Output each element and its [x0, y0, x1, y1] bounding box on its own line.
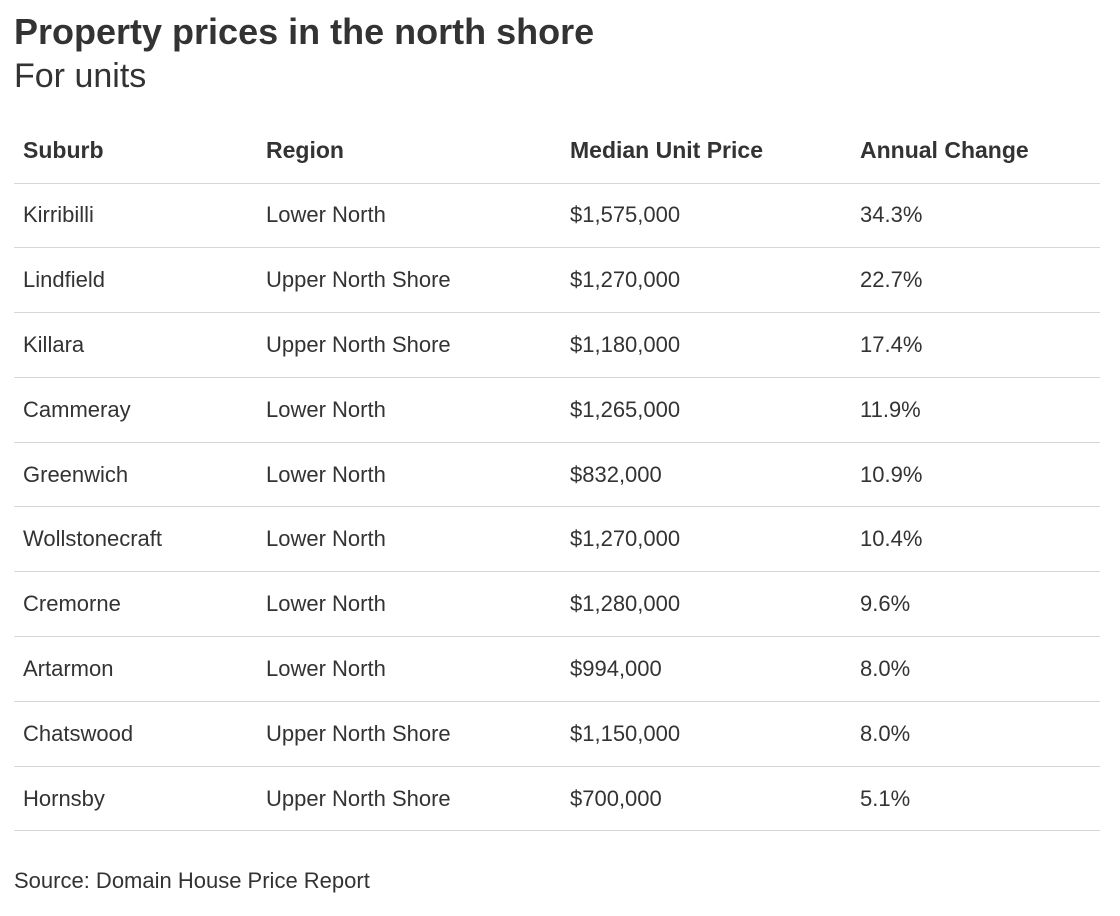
- table-row: Lindfield Upper North Shore $1,270,000 2…: [14, 247, 1100, 314]
- cell-region: Lower North: [257, 636, 561, 702]
- cell-median-unit-price: $832,000: [561, 442, 851, 508]
- price-table: Suburb Region Median Unit Price Annual C…: [14, 119, 1100, 832]
- header-row: Suburb Region Median Unit Price Annual C…: [14, 119, 1100, 184]
- column-header-region: Region: [257, 119, 561, 184]
- cell-annual-change: 10.9%: [851, 442, 1100, 508]
- chart-subtitle: For units: [14, 57, 147, 95]
- table-header: Suburb Region Median Unit Price Annual C…: [14, 119, 1100, 184]
- table-row: Artarmon Lower North $994,000 8.0%: [14, 636, 1100, 702]
- cell-region: Lower North: [257, 442, 561, 508]
- cell-region: Upper North Shore: [257, 701, 561, 767]
- chart-title: Property prices in the north shore: [14, 11, 595, 52]
- cell-suburb: Kirribilli: [14, 183, 257, 249]
- cell-region: Lower North: [257, 506, 561, 573]
- table-row: Hornsby Upper North Shore $700,000 5.1%: [14, 766, 1100, 832]
- cell-median-unit-price: $1,270,000: [561, 506, 851, 573]
- cell-median-unit-price: $1,280,000: [561, 571, 851, 638]
- cell-region: Upper North Shore: [257, 312, 561, 378]
- cell-annual-change: 10.4%: [851, 506, 1100, 573]
- cell-median-unit-price: $1,180,000: [561, 312, 851, 378]
- column-header-annual-change: Annual Change: [851, 119, 1100, 184]
- cell-suburb: Cremorne: [14, 571, 257, 638]
- cell-suburb: Greenwich: [14, 442, 257, 508]
- cell-region: Lower North: [257, 183, 561, 249]
- table-row: Cammeray Lower North $1,265,000 11.9%: [14, 377, 1100, 443]
- table-row: Killara Upper North Shore $1,180,000 17.…: [14, 312, 1100, 378]
- table-row: Chatswood Upper North Shore $1,150,000 8…: [14, 701, 1100, 767]
- cell-annual-change: 17.4%: [851, 312, 1100, 378]
- cell-suburb: Chatswood: [14, 701, 257, 767]
- cell-suburb: Cammeray: [14, 377, 257, 443]
- cell-annual-change: 11.9%: [851, 377, 1100, 443]
- cell-suburb: Lindfield: [14, 247, 257, 314]
- cell-region: Upper North Shore: [257, 247, 561, 314]
- source-note: Source: Domain House Price Report: [14, 868, 370, 893]
- cell-suburb: Killara: [14, 312, 257, 378]
- table-row: Kirribilli Lower North $1,575,000 34.3%: [14, 183, 1100, 249]
- cell-annual-change: 8.0%: [851, 701, 1100, 767]
- column-header-suburb: Suburb: [14, 119, 257, 184]
- table-row: Cremorne Lower North $1,280,000 9.6%: [14, 571, 1100, 638]
- cell-annual-change: 9.6%: [851, 571, 1100, 638]
- cell-annual-change: 8.0%: [851, 636, 1100, 702]
- cell-median-unit-price: $1,150,000: [561, 701, 851, 767]
- cell-suburb: Wollstonecraft: [14, 506, 257, 573]
- column-header-median-unit-price: Median Unit Price: [561, 119, 851, 184]
- cell-region: Lower North: [257, 377, 561, 443]
- cell-median-unit-price: $1,575,000: [561, 183, 851, 249]
- cell-median-unit-price: $1,270,000: [561, 247, 851, 314]
- cell-region: Upper North Shore: [257, 766, 561, 832]
- cell-median-unit-price: $994,000: [561, 636, 851, 702]
- table-row: Greenwich Lower North $832,000 10.9%: [14, 442, 1100, 508]
- cell-suburb: Artarmon: [14, 636, 257, 702]
- cell-median-unit-price: $700,000: [561, 766, 851, 832]
- table-row: Wollstonecraft Lower North $1,270,000 10…: [14, 506, 1100, 573]
- cell-annual-change: 34.3%: [851, 183, 1100, 249]
- cell-median-unit-price: $1,265,000: [561, 377, 851, 443]
- table-body: Kirribilli Lower North $1,575,000 34.3% …: [14, 183, 1100, 832]
- cell-region: Lower North: [257, 571, 561, 638]
- cell-suburb: Hornsby: [14, 766, 257, 832]
- cell-annual-change: 22.7%: [851, 247, 1100, 314]
- cell-annual-change: 5.1%: [851, 766, 1100, 832]
